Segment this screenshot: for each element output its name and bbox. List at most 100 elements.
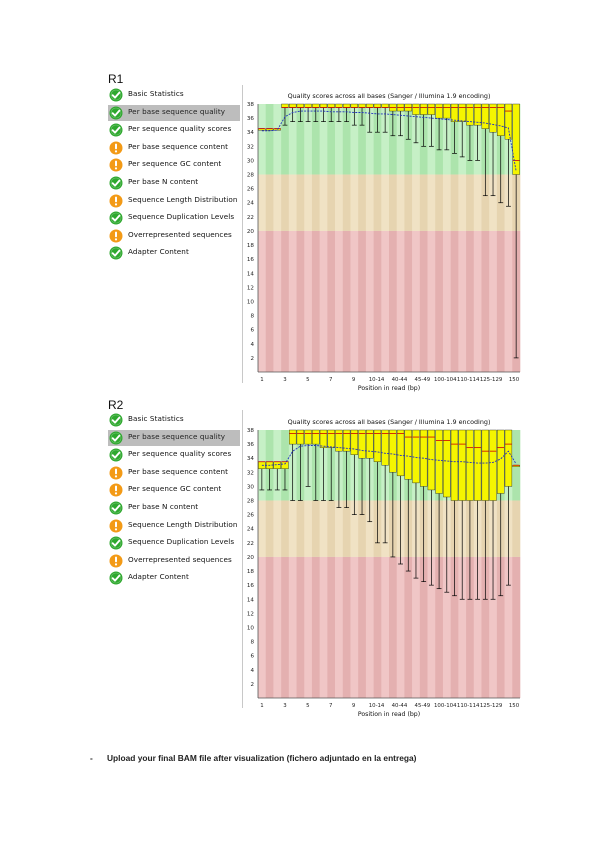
module-item[interactable]: Per base sequence content xyxy=(108,140,240,156)
warning-zone-stripe xyxy=(458,174,467,231)
poor-zone-stripe xyxy=(381,556,390,698)
quartile-box xyxy=(258,461,266,469)
module-item[interactable]: Sequence Duplication Levels xyxy=(108,210,240,226)
quartile-box xyxy=(319,429,328,448)
module-label: Basic Statistics xyxy=(128,89,184,98)
module-label: Overrepresented sequences xyxy=(128,554,232,564)
y-tick-label: 38 xyxy=(247,102,255,108)
quartile-box xyxy=(450,429,459,501)
module-item[interactable]: Overrepresented sequences xyxy=(108,228,240,244)
quartile-box xyxy=(481,103,489,129)
quartile-box xyxy=(427,103,436,115)
warning-zone-stripe xyxy=(265,500,274,557)
warning-zone-stripe xyxy=(412,174,421,231)
module-label: Adapter Content xyxy=(128,247,189,257)
poor-zone-stripe xyxy=(504,556,513,698)
module-item[interactable]: Per sequence quality scores xyxy=(108,447,240,463)
warning-zone-stripe xyxy=(427,174,436,231)
poor-zone-stripe xyxy=(342,230,351,372)
quartile-box xyxy=(443,429,451,498)
poor-zone-stripe xyxy=(258,230,267,372)
x-tick-label: 5 xyxy=(306,703,309,709)
module-item[interactable]: Per base N content xyxy=(108,500,240,516)
y-tick-label: 16 xyxy=(247,583,255,589)
module-item[interactable]: Adapter Content xyxy=(108,245,240,261)
quartile-box xyxy=(381,429,389,466)
quartile-box xyxy=(497,429,505,494)
module-label: Basic Statistics xyxy=(128,414,184,423)
module-label: Per base sequence quality xyxy=(128,431,226,441)
quartile-box xyxy=(304,429,312,445)
quartile-box xyxy=(458,429,466,501)
poor-zone-stripe xyxy=(335,556,344,698)
quartile-box xyxy=(281,461,289,469)
x-tick-label: 5 xyxy=(306,377,309,383)
module-item[interactable]: Sequence Length Distribution xyxy=(108,193,240,209)
module-item[interactable]: Per base sequence quality xyxy=(108,429,240,446)
module-item[interactable]: Per sequence GC content xyxy=(108,482,240,498)
good-zone-stripe xyxy=(265,104,274,175)
plot-title: Quality scores across all bases (Sanger … xyxy=(288,92,491,100)
module-item[interactable]: Per sequence GC content xyxy=(108,157,240,173)
warning-zone-stripe xyxy=(273,500,282,557)
poor-zone-stripe xyxy=(458,556,467,698)
poor-zone-stripe xyxy=(311,230,320,372)
x-tick-label: 3 xyxy=(283,703,286,709)
module-item[interactable]: Basic Statistics xyxy=(108,412,240,428)
module-item[interactable]: Overrepresented sequences xyxy=(108,553,240,569)
quartile-box xyxy=(281,103,289,108)
warning-zone-stripe xyxy=(512,500,521,557)
check-circle-icon xyxy=(109,211,123,225)
quartile-box xyxy=(473,103,482,126)
warning-zone-stripe xyxy=(281,500,290,557)
y-tick-label: 4 xyxy=(250,342,254,348)
quartile-box xyxy=(327,429,335,448)
module-item[interactable]: Basic Statistics xyxy=(108,87,240,103)
footer-bullet: - xyxy=(90,753,93,763)
module-item[interactable]: Per sequence quality scores xyxy=(108,122,240,138)
module-item[interactable]: Per base N content xyxy=(108,175,240,191)
quartile-box xyxy=(350,103,358,108)
module-label: Sequence Length Distribution xyxy=(128,519,238,529)
quartile-box xyxy=(289,103,297,108)
module-item[interactable]: Per base sequence quality xyxy=(108,104,240,121)
warning-zone-stripe xyxy=(450,174,459,231)
report-label-r2: R2 xyxy=(108,398,124,412)
poor-zone-stripe xyxy=(319,556,328,698)
check-circle-icon xyxy=(109,431,123,445)
y-tick-label: 6 xyxy=(250,654,254,660)
poor-zone-stripe xyxy=(442,556,451,698)
check-circle-icon xyxy=(109,123,123,137)
module-item[interactable]: Sequence Length Distribution xyxy=(108,518,240,534)
warning-circle-icon xyxy=(109,519,123,533)
warning-zone-stripe xyxy=(273,174,282,231)
module-label: Per sequence quality scores xyxy=(128,124,232,134)
quartile-box xyxy=(296,103,305,108)
x-tick-label: 150 xyxy=(509,377,520,383)
quartile-box xyxy=(435,103,443,119)
y-tick-label: 8 xyxy=(250,640,254,646)
poor-zone-stripe xyxy=(296,230,305,372)
module-label: Per base N content xyxy=(128,177,199,186)
module-item[interactable]: Per base sequence content xyxy=(108,465,240,481)
module-label: Overrepresented sequences xyxy=(128,229,232,239)
y-tick-label: 28 xyxy=(247,173,255,179)
poor-zone-stripe xyxy=(481,230,490,372)
check-circle-icon xyxy=(109,536,123,550)
quartile-box xyxy=(366,103,374,108)
poor-zone-stripe xyxy=(396,230,405,372)
quartile-box xyxy=(350,429,358,455)
quartile-box xyxy=(373,103,382,108)
good-zone-stripe xyxy=(365,104,374,175)
quartile-box xyxy=(289,429,297,445)
warning-zone-stripe xyxy=(381,174,390,231)
quartile-box xyxy=(373,429,382,462)
x-tick-label: 7 xyxy=(329,703,332,709)
warning-zone-stripe xyxy=(265,174,274,231)
module-item[interactable]: Adapter Content xyxy=(108,570,240,586)
x-tick-label: 110-114 xyxy=(457,703,480,709)
quartile-box xyxy=(304,103,312,108)
warning-zone-stripe xyxy=(473,174,482,231)
poor-zone-stripe xyxy=(427,556,436,698)
module-item[interactable]: Sequence Duplication Levels xyxy=(108,535,240,551)
